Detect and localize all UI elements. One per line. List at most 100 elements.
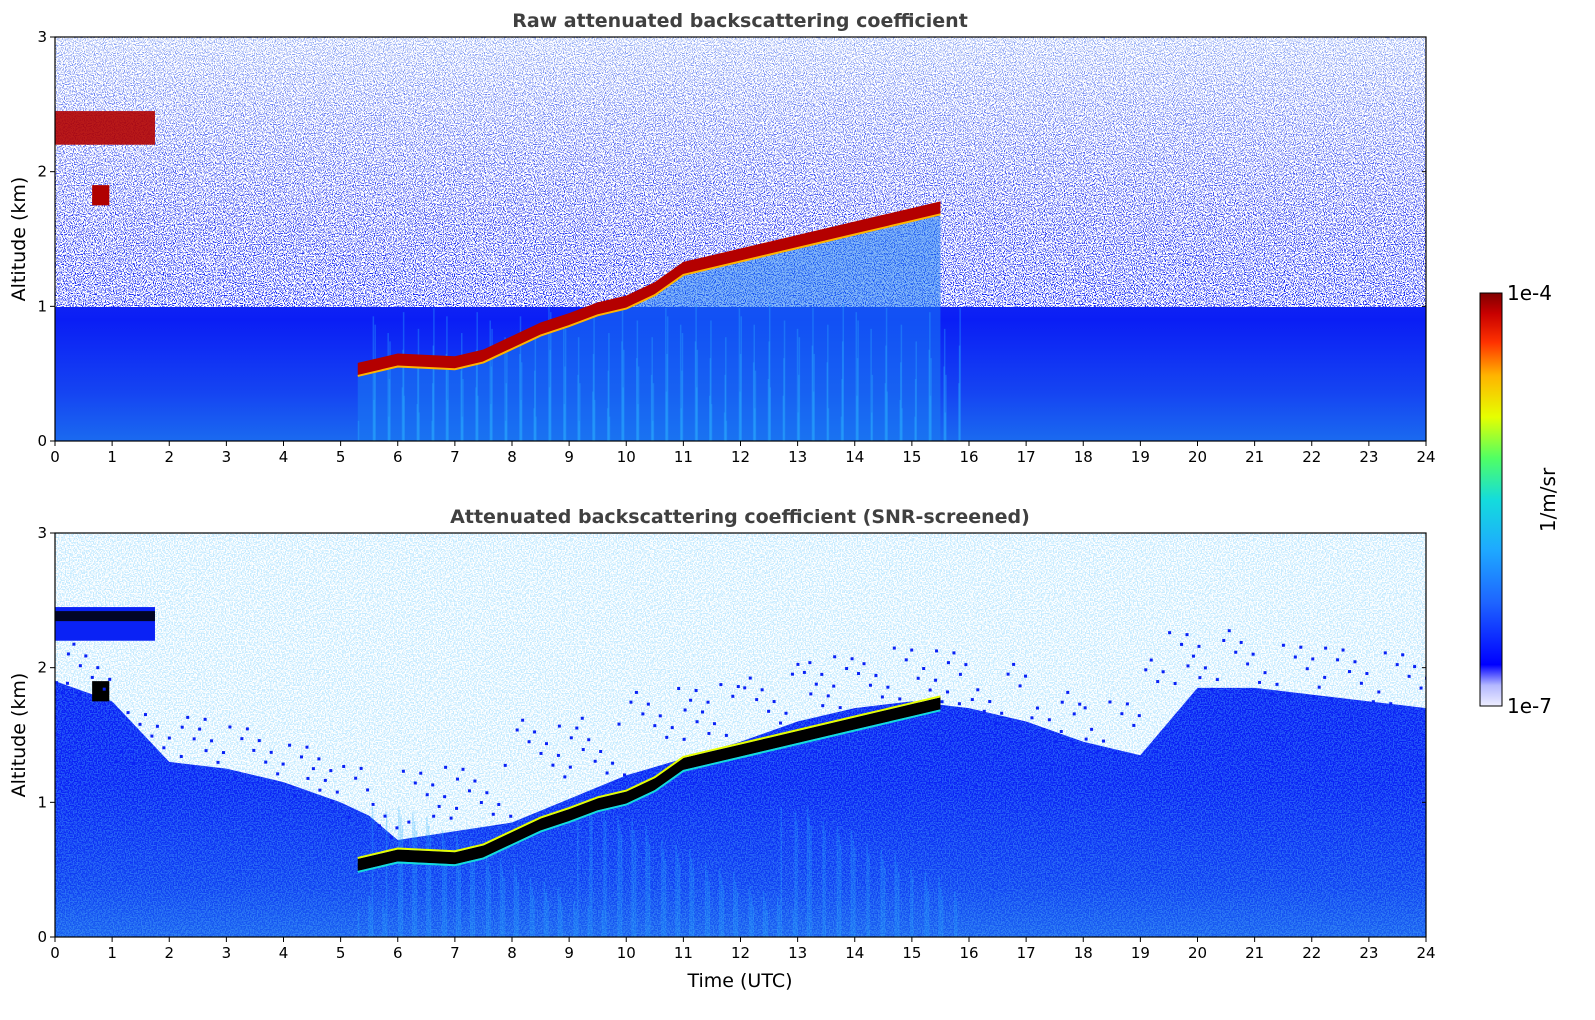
aerosol-streak (622, 387, 624, 441)
screened-speckle (1377, 690, 1381, 694)
aerosol-streak (708, 395, 711, 441)
x-tick-label: 5 (336, 448, 346, 466)
screened-speckle (779, 721, 783, 725)
aerosol-streak (871, 374, 874, 441)
aerosol-streak (940, 886, 942, 937)
aerosol-streak (457, 844, 460, 937)
aerosol-streak (503, 877, 505, 937)
aerosol-streak (621, 303, 624, 441)
aerosol-streak (752, 362, 755, 441)
x-tick-label: 0 (50, 448, 60, 466)
colorbar-unit-label: 1/m/sr (1536, 467, 1560, 532)
screened-speckle (473, 779, 477, 783)
screened-speckle (1383, 651, 1387, 655)
aerosol-streak (783, 320, 786, 441)
screened-speckle (641, 712, 645, 716)
bottom-panel-plot-area (55, 533, 1426, 937)
screened-speckle (366, 788, 370, 792)
screened-speckle (1113, 751, 1117, 755)
screened-speckle (629, 700, 633, 704)
x-tick-label: 7 (450, 944, 460, 962)
screened-speckle (371, 802, 375, 806)
upper-cloud-layer (55, 111, 155, 145)
aerosol-streak (808, 816, 811, 937)
screened-speckle (1060, 700, 1064, 704)
screened-speckle (401, 769, 405, 773)
screened-speckle (240, 737, 244, 741)
aerosol-streak (854, 849, 856, 937)
aerosol-streak (416, 404, 419, 441)
screened-speckle (838, 706, 842, 710)
screened-speckle (1395, 663, 1399, 667)
screened-speckle (1191, 654, 1195, 658)
screened-speckle (192, 737, 196, 741)
aerosol-streak (387, 333, 389, 441)
aerosol-streak (676, 853, 679, 937)
aerosol-streak (417, 328, 420, 441)
aerosol-streak (708, 881, 711, 937)
aerosol-streak (783, 358, 785, 441)
x-tick-label: 19 (1131, 944, 1150, 962)
screened-speckle (204, 749, 208, 753)
screened-speckle (1222, 638, 1226, 642)
aerosol-streak (622, 349, 625, 441)
aerosol-streak (868, 853, 870, 937)
screened-speckle (623, 773, 627, 777)
x-tick-label: 24 (1416, 944, 1435, 962)
screened-speckle (820, 672, 824, 676)
aerosol-streak (652, 420, 654, 441)
screened-speckle (1168, 631, 1172, 635)
aerosol-streak (490, 366, 493, 441)
aerosol-streak (601, 910, 604, 937)
aerosol-streak (900, 362, 902, 441)
x-tick-label: 14 (845, 448, 864, 466)
aerosol-streak (401, 825, 404, 937)
screened-speckle (1246, 662, 1250, 666)
screened-speckle (198, 727, 202, 731)
aerosol-streak (958, 345, 961, 441)
aerosol-streak (504, 337, 506, 441)
aerosol-streak (373, 362, 376, 441)
aerosol-streak (417, 366, 419, 441)
aerosol-streak (589, 807, 591, 937)
screened-speckle (1287, 694, 1291, 698)
aerosol-streak (652, 383, 655, 441)
screened-speckle (84, 654, 88, 658)
screened-speckle (826, 694, 830, 698)
aerosol-streak (547, 900, 549, 937)
x-tick-label: 18 (1074, 448, 1093, 466)
boundary-layer-aerosol (357, 212, 941, 441)
screened-speckle (323, 778, 327, 782)
aerosol-streak (515, 872, 518, 937)
aerosol-streak (696, 349, 699, 441)
aerosol-streak (368, 896, 370, 937)
screened-speckle (784, 711, 788, 715)
screened-speckle (383, 814, 387, 818)
aerosol-streak (446, 316, 448, 441)
screened-speckle (96, 666, 100, 670)
aerosol-streak (645, 825, 647, 937)
bottom-panel-title: Attenuated backscattering coefficient (S… (450, 506, 1030, 528)
aerosol-streak (371, 807, 374, 937)
aerosol-streak (710, 404, 713, 441)
aerosol-streak (563, 320, 565, 441)
aerosol-streak (767, 379, 770, 441)
screened-speckle (790, 672, 794, 676)
aerosol-streak (545, 891, 547, 937)
screened-speckle (1072, 712, 1076, 716)
x-tick-label: 4 (279, 448, 289, 466)
screened-speckle (455, 806, 459, 810)
screened-speckle (1407, 674, 1411, 678)
screened-speckle (1137, 714, 1141, 718)
screened-speckle (1234, 650, 1238, 654)
boundary-layer-top-edge (357, 213, 941, 377)
aerosol-streak (548, 303, 550, 441)
screened-speckle (916, 676, 920, 680)
aerosol-streak (719, 867, 721, 937)
aerosol-streak (504, 420, 507, 441)
screened-speckle (347, 815, 351, 819)
aerosol-streak (752, 905, 754, 937)
aerosol-streak (633, 830, 635, 937)
aerosol-streak (587, 905, 590, 937)
screened-speckle (683, 708, 687, 712)
